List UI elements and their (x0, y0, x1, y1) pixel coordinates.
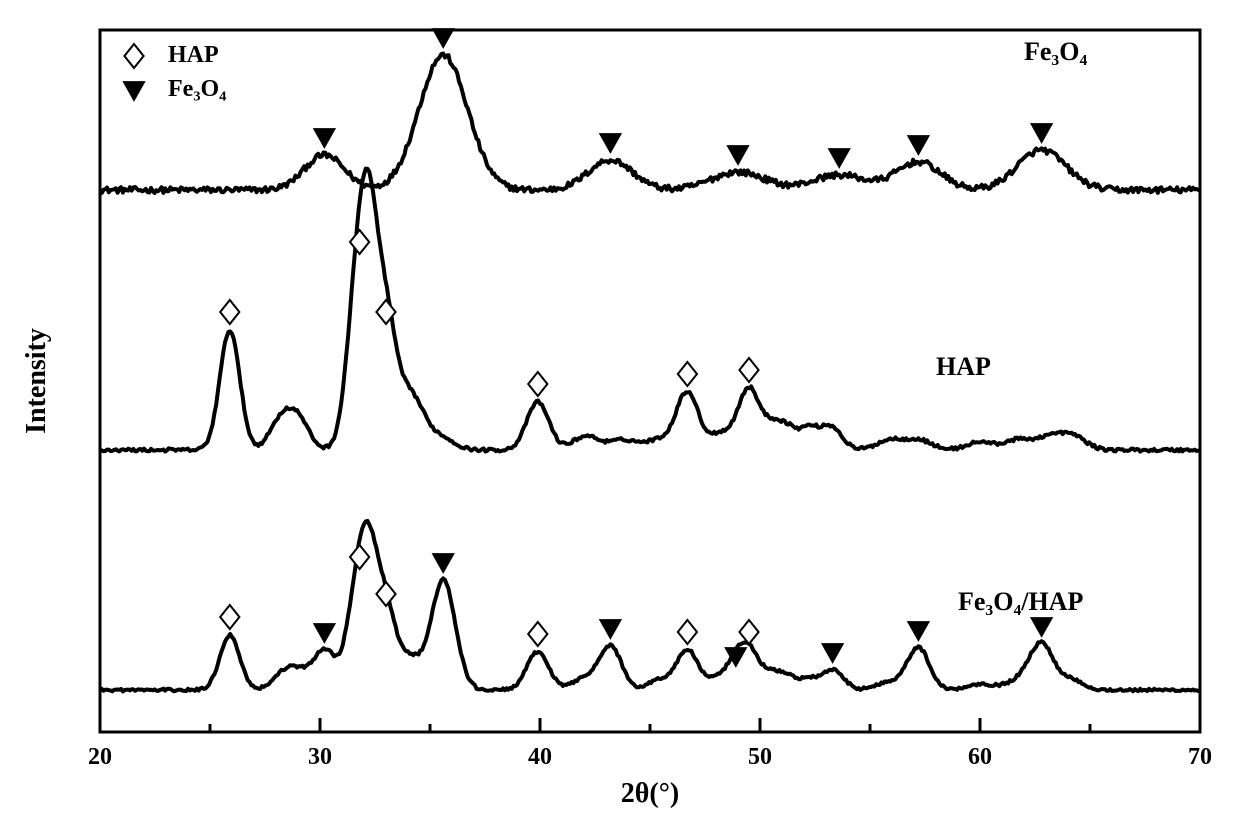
svg-text:70: 70 (1188, 744, 1212, 770)
svg-text:20: 20 (88, 744, 112, 770)
svg-text:Fe₃O₄: Fe₃O₄ (168, 76, 226, 102)
svg-text:Fe₃O₄: Fe₃O₄ (1024, 37, 1087, 66)
svg-text:50: 50 (748, 744, 772, 770)
xrd-chart: 20 30 40 50 60 70 2θ(°) Intensity Fe₃O₄ HAP Fe₃O₄/… (0, 0, 1240, 822)
svg-text:30: 30 (308, 744, 332, 770)
chart-svg: 20 30 40 50 60 70 2θ(°) Intensity Fe₃O₄ HAP Fe₃O₄/… (0, 0, 1240, 822)
svg-text:2θ(°): 2θ(°) (621, 778, 679, 809)
svg-text:40: 40 (528, 744, 552, 770)
svg-text:Intensity: Intensity (21, 328, 52, 434)
svg-text:60: 60 (968, 744, 992, 770)
svg-text:HAP: HAP (936, 352, 991, 381)
svg-text:HAP: HAP (168, 42, 219, 68)
svg-text:Fe₃O₄/HAP: Fe₃O₄/HAP (958, 587, 1083, 616)
